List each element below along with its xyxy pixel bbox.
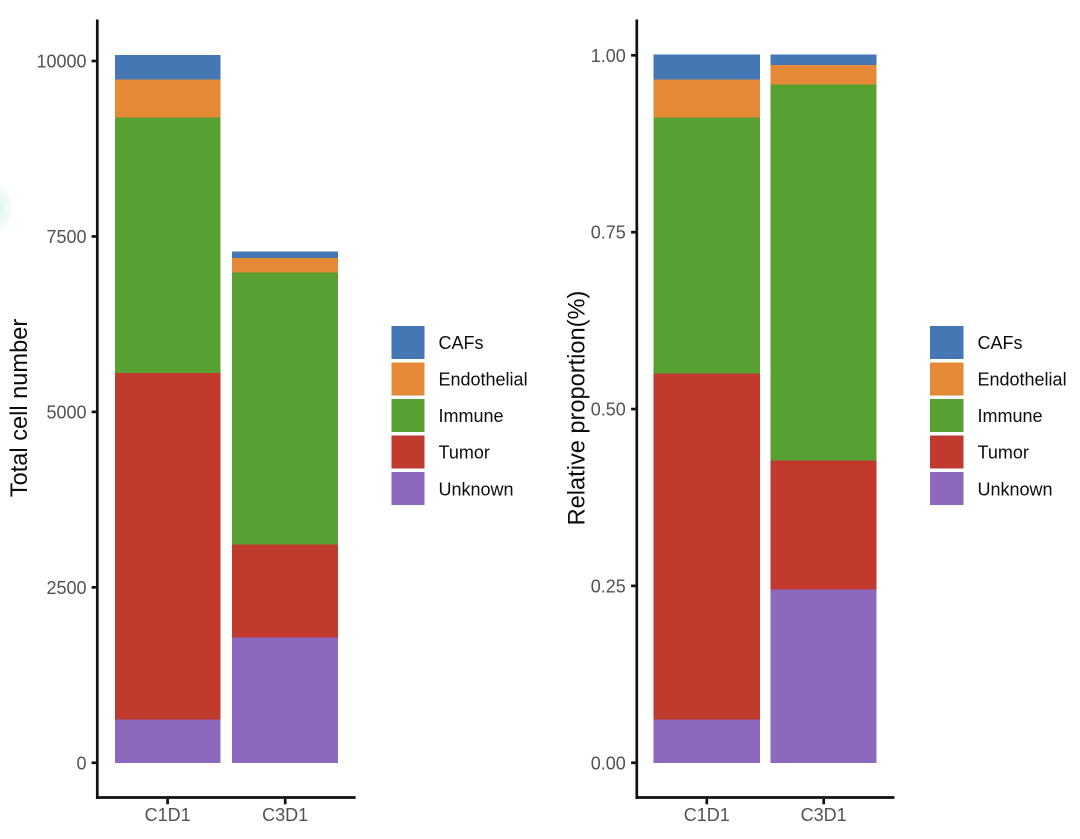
svg-text:7500: 7500 (46, 227, 86, 247)
svg-text:Immune: Immune (439, 406, 504, 426)
svg-text:CAFs: CAFs (439, 333, 484, 353)
svg-text:Total cell number: Total cell number (7, 319, 33, 497)
svg-text:0: 0 (76, 753, 86, 773)
svg-text:Immune: Immune (978, 406, 1043, 426)
svg-text:Unknown: Unknown (978, 479, 1053, 499)
svg-text:CAFs: CAFs (978, 333, 1023, 353)
svg-text:Tumor: Tumor (978, 443, 1029, 463)
svg-text:10000: 10000 (36, 52, 86, 72)
svg-text:C1D1: C1D1 (684, 805, 730, 825)
svg-text:1.00: 1.00 (591, 46, 626, 66)
svg-text:Relative proportion(%): Relative proportion(%) (564, 291, 590, 526)
svg-text:0.75: 0.75 (591, 223, 626, 243)
svg-text:Endothelial: Endothelial (439, 370, 528, 390)
svg-text:5000: 5000 (46, 402, 86, 422)
svg-text:Unknown: Unknown (439, 479, 514, 499)
svg-text:0.25: 0.25 (591, 576, 626, 596)
svg-text:0.50: 0.50 (591, 400, 626, 420)
svg-text:C1D1: C1D1 (145, 805, 191, 825)
svg-text:Endothelial: Endothelial (978, 370, 1067, 390)
svg-text:2500: 2500 (46, 578, 86, 598)
svg-text:C3D1: C3D1 (801, 805, 847, 825)
svg-text:C3D1: C3D1 (262, 805, 308, 825)
svg-text:0.00: 0.00 (591, 753, 626, 773)
svg-text:Tumor: Tumor (439, 443, 490, 463)
